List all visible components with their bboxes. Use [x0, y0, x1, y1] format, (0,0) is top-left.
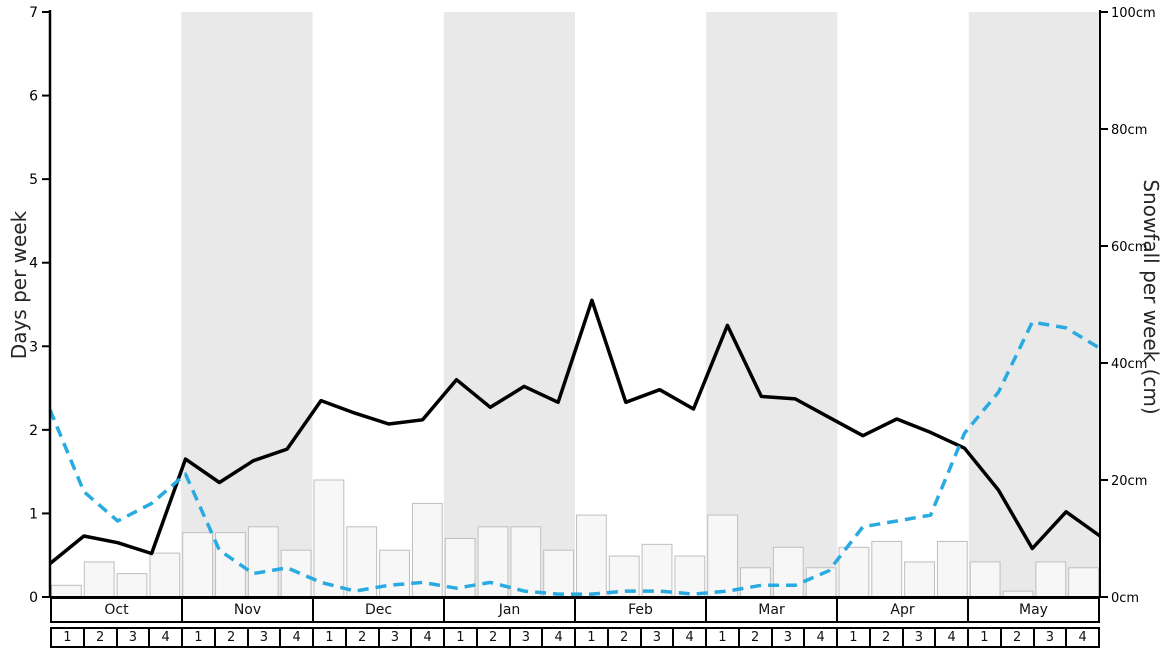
week-cell: 2	[999, 627, 1035, 648]
month-cell: Nov	[181, 597, 314, 623]
snowfall-bar	[904, 561, 935, 598]
week-cell: 2	[737, 627, 773, 648]
snowfall-bar	[805, 567, 837, 598]
snowfall-bar	[313, 479, 345, 598]
snowfall-bar	[543, 549, 574, 598]
snowfall-bar	[280, 549, 312, 598]
right-tick-label: 20cm	[1111, 474, 1147, 489]
snowfall-bar	[1068, 567, 1099, 598]
week-cell: 4	[1065, 627, 1100, 648]
week-cell: 4	[410, 627, 445, 648]
right-tick-label: 60cm	[1111, 240, 1147, 255]
week-cell: 4	[934, 627, 969, 648]
snowfall-bar	[936, 540, 968, 598]
week-cell: 1	[181, 627, 216, 648]
week-cell: 2	[606, 627, 642, 648]
week-cell: 3	[115, 627, 151, 648]
snowfall-bar	[576, 514, 607, 598]
snowfall-bar	[871, 540, 903, 598]
week-cell: 1	[705, 627, 740, 648]
snowfall-bar	[182, 532, 214, 598]
week-cell: 3	[508, 627, 544, 648]
month-cell: Feb	[574, 597, 707, 623]
snowfall-bar	[1035, 561, 1067, 598]
left-tick-label: 3	[29, 339, 38, 355]
week-cell: 3	[1032, 627, 1068, 648]
week-cell: 4	[672, 627, 707, 648]
month-cell: May	[967, 597, 1100, 623]
right-tick-label: 80cm	[1111, 123, 1147, 138]
snowfall-bar	[116, 573, 148, 598]
week-cell: 1	[312, 627, 347, 648]
month-cell: Dec	[312, 597, 445, 623]
snowfall-bar	[740, 567, 771, 598]
snowfall-bar	[247, 526, 279, 598]
week-cell: 3	[377, 627, 413, 648]
snowfall-bar	[346, 526, 378, 598]
month-band-jan	[443, 12, 575, 597]
week-cell: 4	[803, 627, 838, 648]
week-cell: 3	[639, 627, 675, 648]
month-band-mar	[706, 12, 838, 597]
right-tick-label: 100cm	[1111, 6, 1156, 21]
snowfall-bar	[83, 561, 115, 598]
right-tick-label: 40cm	[1111, 357, 1147, 372]
week-cell: 2	[868, 627, 904, 648]
week-cell: 4	[541, 627, 576, 648]
snowfall-bar	[510, 526, 542, 598]
week-cell: 2	[82, 627, 118, 648]
week-cell: 1	[574, 627, 609, 648]
month-cell: Jan	[443, 597, 576, 623]
left-tick-label: 2	[29, 423, 38, 439]
snowfall-bar	[674, 555, 706, 598]
left-tick-label: 7	[29, 5, 38, 21]
week-cell: 1	[50, 627, 85, 648]
week-cell: 3	[901, 627, 937, 648]
left-tick-label: 6	[29, 89, 38, 105]
week-cell: 2	[344, 627, 380, 648]
week-cell: 1	[967, 627, 1002, 648]
month-band-may	[968, 12, 1100, 597]
snowfall-cm-per-week-line	[48, 320, 1101, 596]
right-axis-title: Snowfall per week (cm)	[1139, 179, 1163, 415]
snowfall-bar	[149, 552, 181, 598]
left-tick-label: 1	[29, 506, 38, 522]
snowfall-bar	[969, 561, 1001, 598]
month-cell: Apr	[836, 597, 969, 623]
month-cell: Oct	[50, 597, 183, 623]
month-band-nov	[181, 12, 313, 597]
week-cell: 4	[148, 627, 183, 648]
snowfall-bar	[51, 584, 82, 598]
week-cell: 3	[246, 627, 282, 648]
week-cell: 2	[213, 627, 249, 648]
week-cell: 4	[279, 627, 314, 648]
right-tick-label: 0cm	[1111, 591, 1139, 606]
snowfall-bar	[838, 546, 870, 598]
week-cell: 3	[770, 627, 806, 648]
snowfall-bar	[707, 514, 739, 598]
week-cell: 1	[836, 627, 871, 648]
month-cell: Mar	[705, 597, 838, 623]
week-cell: 1	[443, 627, 478, 648]
month-axis-row: Oct Nov Dec Jan Feb Mar Apr May	[50, 597, 1100, 623]
week-cell: 2	[475, 627, 511, 648]
snowfall-bar	[379, 549, 410, 598]
snowfall-bar	[641, 543, 673, 598]
left-tick-label: 5	[29, 172, 38, 188]
snowy-days-per-week-line	[48, 298, 1102, 565]
left-tick-label: 4	[29, 256, 38, 272]
left-tick-label: 0	[29, 590, 38, 606]
left-axis-title: Days per week	[7, 210, 31, 360]
snowfall-bar	[772, 546, 804, 598]
